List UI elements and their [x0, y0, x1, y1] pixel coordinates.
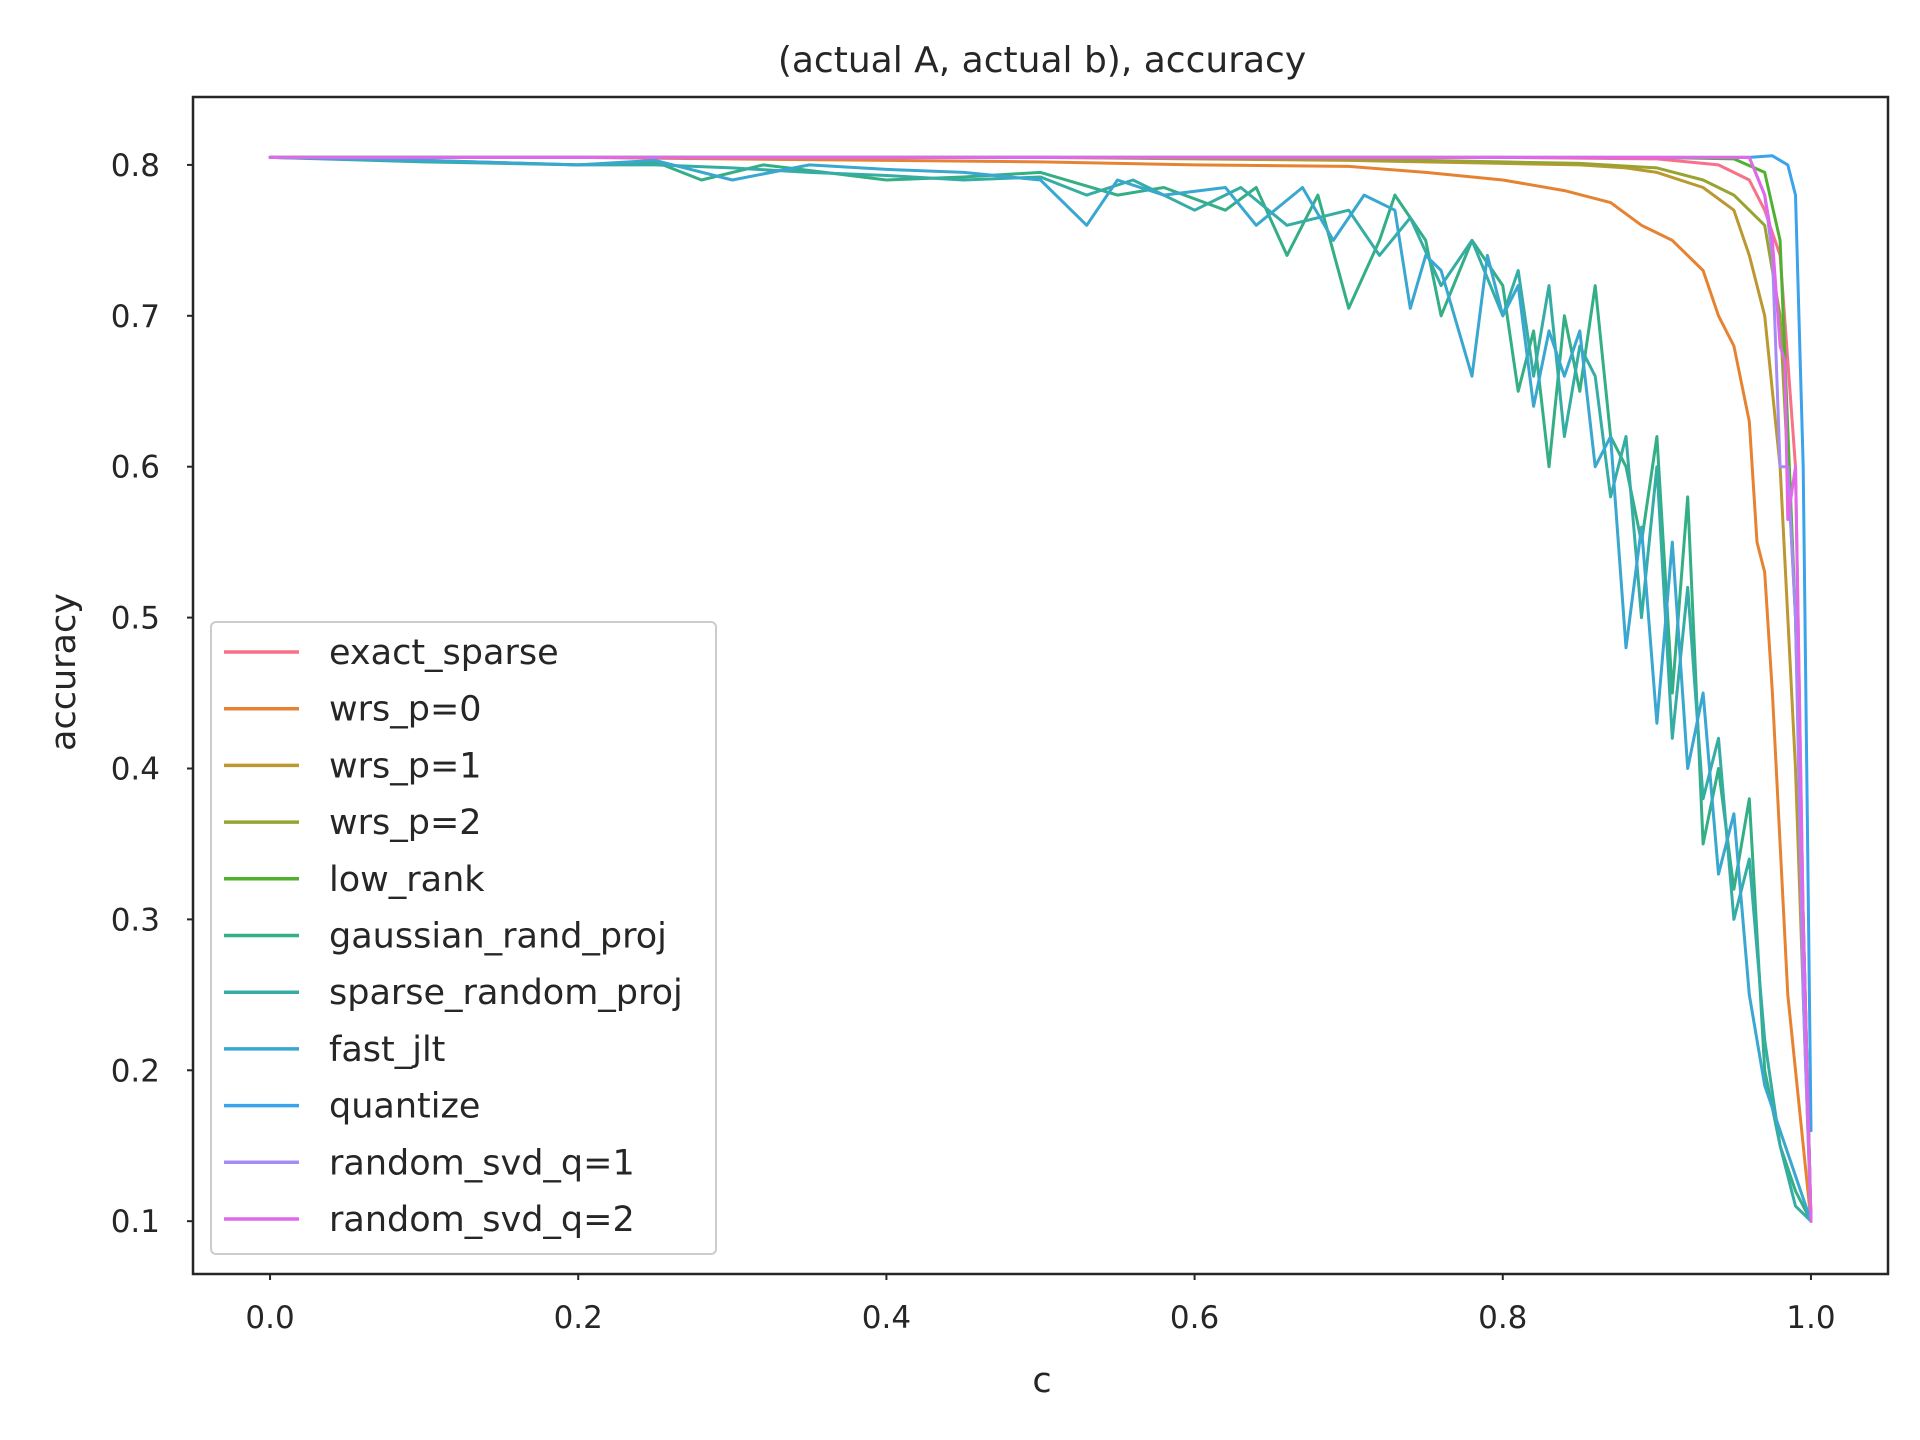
x-tick-label: 0.2	[554, 1300, 603, 1336]
legend-label: fast_jlt	[329, 1030, 445, 1070]
series-line-fast-jlt	[268, 155, 1813, 1223]
x-tick-label: 0.8	[1478, 1300, 1527, 1336]
plot-area	[268, 154, 1813, 1223]
legend-label: wrs_p=0	[329, 690, 482, 730]
y-axis-label: accuracy	[44, 593, 84, 751]
legend-label: random_svd_q=1	[329, 1143, 635, 1183]
x-tick-label: 0.4	[862, 1300, 911, 1336]
x-tick-label: 1.0	[1786, 1300, 1835, 1336]
x-axis-label: c	[1032, 1361, 1051, 1401]
legend-label: sparse_random_proj	[329, 973, 683, 1013]
legend-label: wrs_p=2	[329, 803, 482, 843]
y-axis: 0.1 0.2 0.3 0.4 0.5 0.6 0.7 0.8	[111, 148, 193, 1240]
legend-label: low_rank	[329, 860, 485, 900]
plot-frame	[191, 95, 1890, 1276]
legend-label: gaussian_rand_proj	[329, 917, 667, 957]
y-tick-label: 0.3	[111, 902, 160, 938]
chart-title: (actual A, actual b), accuracy	[778, 40, 1306, 81]
legend: exact_sparse wrs_p=0 wrs_p=1 wrs_p=2 low_ran…	[210, 621, 717, 1255]
y-tick-label: 0.2	[111, 1053, 160, 1089]
x-tick-label: 0.0	[245, 1300, 294, 1336]
y-tick-label: 0.1	[111, 1204, 160, 1240]
y-tick-label: 0.8	[111, 148, 160, 184]
legend-box	[210, 621, 717, 1255]
series-line-wrs-p-0	[268, 155, 1813, 1223]
legend-label: exact_sparse	[329, 633, 559, 673]
legend-label: wrs_p=1	[329, 746, 482, 786]
x-tick-label: 0.6	[1170, 1300, 1219, 1336]
y-tick-label: 0.7	[111, 299, 160, 335]
y-tick-label: 0.5	[111, 601, 160, 637]
series-line-random-svd-q-2	[268, 155, 1813, 1223]
x-axis: 0.0 0.2 0.4 0.6 0.8 1.0	[245, 1274, 1836, 1336]
legend-label: quantize	[329, 1087, 480, 1127]
legend-label: random_svd_q=2	[329, 1200, 635, 1240]
y-tick-label: 0.4	[111, 751, 160, 787]
y-tick-label: 0.6	[111, 450, 160, 486]
